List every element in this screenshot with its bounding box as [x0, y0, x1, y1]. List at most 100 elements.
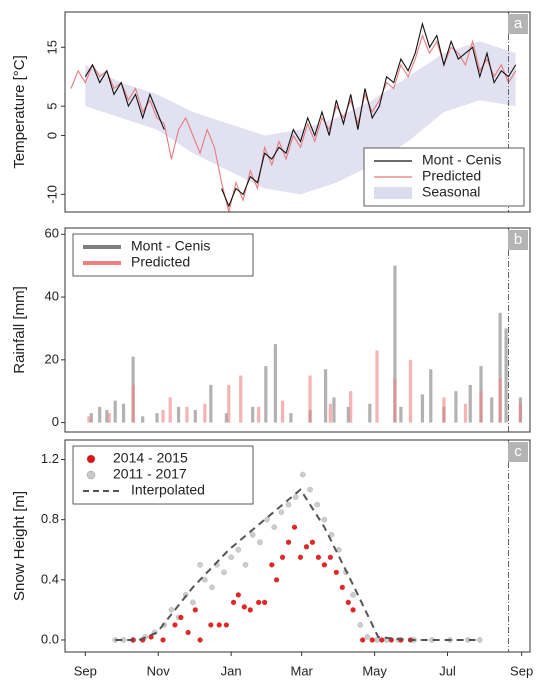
x-tick-label: May — [362, 663, 387, 678]
rain-bar — [209, 384, 213, 423]
snow-point — [307, 486, 313, 493]
rain-bar — [399, 406, 403, 423]
snow-point — [360, 637, 366, 643]
y-tick-label: 0.0 — [41, 631, 59, 646]
rain-bar — [185, 406, 189, 423]
rain-bar — [490, 397, 494, 423]
rain-bar — [227, 384, 231, 423]
snow-point — [291, 524, 298, 530]
y-tick-label: 1.2 — [41, 451, 59, 466]
snow-point — [273, 577, 280, 583]
y-tick-label: -10 — [44, 185, 59, 204]
interpolated-line — [115, 488, 480, 641]
snow-point — [379, 637, 385, 643]
snow-point — [374, 637, 380, 643]
snow-point — [216, 622, 222, 628]
legend-label: Interpolated — [131, 482, 205, 498]
rain-bar — [468, 384, 472, 423]
rain-bar — [393, 378, 397, 423]
snow-point — [160, 637, 166, 643]
rain-bar — [251, 406, 255, 423]
snow-point — [192, 607, 198, 613]
legend-label: Predicted — [131, 254, 190, 270]
rain-bar — [98, 406, 102, 423]
snow-point — [285, 501, 292, 508]
snow-point — [350, 592, 356, 598]
legend-label: Seasonal — [422, 184, 480, 200]
snow-point — [209, 584, 215, 591]
snow-point — [364, 634, 371, 640]
panel-label-box — [508, 230, 528, 250]
y-axis-label: Temperature [°C] — [11, 55, 28, 169]
rain-bar — [161, 410, 165, 423]
rain-bar — [107, 413, 111, 423]
snow-point — [333, 569, 339, 575]
snow-point — [190, 599, 196, 606]
rain-bar — [203, 403, 207, 423]
snow-point — [197, 561, 203, 568]
snow-point — [202, 576, 208, 583]
rain-bar — [121, 403, 126, 423]
x-tick-label: Jan — [221, 663, 242, 678]
panel-label: a — [514, 15, 523, 32]
rain-bar — [349, 391, 353, 423]
rain-bar — [393, 265, 397, 423]
panel-label-box — [508, 14, 528, 34]
rain-bar — [224, 413, 228, 423]
y-tick-label: 0.4 — [41, 571, 59, 586]
snow-point — [345, 599, 351, 605]
rain-bar — [87, 416, 91, 423]
snow-point — [235, 546, 242, 553]
rain-bar — [89, 413, 93, 423]
rain-bar — [429, 369, 433, 423]
legend-swatch — [86, 454, 96, 464]
snow-point — [247, 607, 253, 613]
legend-label: Predicted — [422, 168, 481, 184]
legend-swatch — [374, 187, 412, 199]
snow-point — [223, 622, 229, 628]
y-tick-label: 20 — [45, 351, 59, 366]
panel-label: c — [514, 443, 522, 460]
snow-point — [321, 516, 328, 523]
snow-point — [327, 554, 333, 560]
snow-point — [350, 607, 356, 613]
legend-label: Mont - Cenis — [422, 152, 501, 168]
snow-point — [256, 599, 262, 605]
snow-point — [476, 637, 483, 643]
snow-point — [221, 569, 227, 576]
snow-point — [148, 634, 154, 640]
rain-bar — [105, 410, 109, 423]
rain-bar — [280, 400, 285, 423]
snow-point — [279, 554, 286, 560]
series-line — [84, 21, 517, 208]
snow-point — [269, 562, 275, 568]
rain-bar — [498, 312, 502, 423]
rain-bar — [176, 406, 181, 423]
plot-area — [70, 21, 517, 212]
rain-bar — [454, 391, 458, 423]
rain-bar — [308, 375, 312, 423]
x-tick-label: Mar — [290, 663, 313, 678]
snow-point — [230, 599, 237, 605]
rain-bar — [504, 328, 508, 423]
panel: 0.0 0.4 0.8 1.2 Sep Nov Jan Mar May Jul Sep Snow He… — [11, 439, 533, 678]
snow-point — [249, 531, 256, 538]
y-tick-label: 5 — [44, 103, 59, 110]
rain-bar — [498, 378, 502, 423]
rain-bar — [442, 397, 446, 423]
rain-bar — [131, 384, 135, 423]
rain-bar — [257, 406, 261, 423]
frame — [64, 227, 531, 433]
x-tick-label: Nov — [147, 663, 171, 678]
rain-bar — [239, 375, 243, 423]
y-tick-label: 60 — [45, 226, 59, 241]
y-axis-label: Rainfall [mm] — [11, 286, 28, 374]
rain-bar — [368, 403, 372, 423]
rain-bar — [113, 400, 117, 423]
legend-swatch — [86, 470, 96, 480]
snow-point — [178, 614, 184, 621]
y-axis-label: Snow Height [m] — [11, 491, 28, 601]
rain-bar — [375, 350, 379, 423]
snow-point — [315, 554, 322, 560]
